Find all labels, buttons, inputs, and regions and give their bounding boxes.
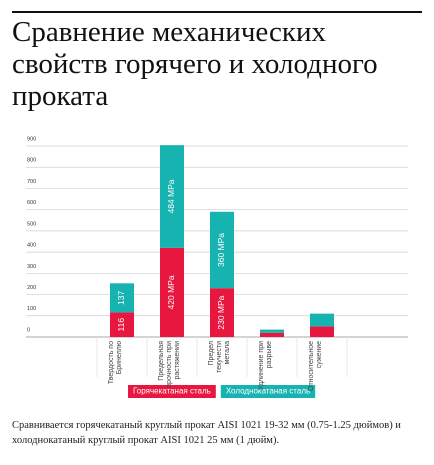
bar-segment <box>110 283 134 313</box>
value-label: 360 MPa <box>216 233 226 267</box>
legend-swatch <box>128 385 216 398</box>
x-tick-label: Удлинение при разрыве <box>258 341 273 390</box>
y-tick-label: 600 <box>27 200 36 206</box>
x-tick-label: Относительное сужение <box>308 341 323 391</box>
bar-segment <box>260 329 284 333</box>
legend-label: Холоднокатаная сталь <box>226 387 310 396</box>
bar-segment <box>210 211 234 289</box>
footnote: Сравнивается горячекатаный круглый прока… <box>12 420 401 446</box>
y-tick-label: 500 <box>27 221 36 227</box>
value-label: 137 <box>116 290 126 304</box>
x-tick-label: Предел текучести метала <box>208 341 231 373</box>
y-tick-label: 400 <box>27 243 36 249</box>
bar-segment <box>310 313 334 327</box>
legend-label: Горячекатаная сталь <box>133 387 211 396</box>
y-tick-label: 100 <box>27 306 36 312</box>
top-rule <box>12 11 422 13</box>
bar-segment <box>210 288 234 337</box>
y-tick-label: 0 <box>27 327 30 333</box>
value-label: 230 MPa <box>216 295 226 329</box>
x-tick-label: Твердость по Бринеллю <box>108 341 123 385</box>
y-tick-label: 700 <box>27 179 36 185</box>
bar-segment <box>160 247 184 337</box>
value-label: 116 <box>116 318 126 332</box>
legend-swatch <box>220 385 316 398</box>
value-label: 420 MPa <box>166 275 176 309</box>
y-tick-label: 200 <box>27 285 36 291</box>
y-tick-label: 300 <box>27 264 36 270</box>
x-tick-label: Предельная прочность при растяжении <box>158 341 181 388</box>
y-tick-label: 900 <box>27 136 36 142</box>
value-label: 484 MPa <box>166 179 176 213</box>
bar-segment <box>260 332 284 337</box>
bar-segment <box>110 312 134 337</box>
y-tick-label: 800 <box>27 158 36 164</box>
chart-title: Сравнение механических свойств горячего … <box>12 16 378 112</box>
bar-segment <box>160 145 184 248</box>
bar-segment <box>310 326 334 337</box>
